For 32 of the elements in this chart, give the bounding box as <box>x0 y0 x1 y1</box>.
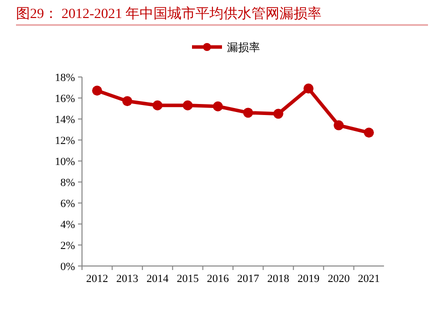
y-tick-label: 16% <box>54 92 75 105</box>
x-tick-label: 2016 <box>206 273 230 285</box>
x-tick-label: 2015 <box>176 273 200 285</box>
legend-label: 漏损率 <box>227 40 260 54</box>
x-tick-label: 2019 <box>298 273 320 285</box>
point <box>304 84 314 94</box>
y-tick-label: 6% <box>60 198 75 210</box>
y-tick-label: 10% <box>54 156 75 168</box>
point <box>243 108 254 118</box>
x-tick-label: 2014 <box>146 273 169 285</box>
point <box>92 86 102 96</box>
y-tick-label: 2% <box>60 240 75 252</box>
y-tick-label: 18% <box>54 72 75 84</box>
x-tick-label: 2020 <box>328 273 350 285</box>
y-tick-label: 8% <box>60 176 75 189</box>
point <box>152 100 162 110</box>
x-tick-label: 2021 <box>358 273 380 285</box>
x-tick-label: 2018 <box>267 273 290 285</box>
y-tick-label: 12% <box>54 134 75 147</box>
point <box>273 108 284 119</box>
point <box>334 120 344 130</box>
point <box>212 101 223 112</box>
y-tick-label: 0% <box>60 260 75 273</box>
x-tick-label: 2013 <box>116 273 139 285</box>
y-tick-label: 14% <box>54 114 75 126</box>
x-tick-label: 2017 <box>237 273 260 285</box>
point <box>182 100 193 110</box>
y-tick-label: 4% <box>60 218 75 231</box>
point <box>364 128 374 138</box>
chart-title: 图29： 2012-2021 年中国城市平均供水管网漏损率 <box>16 6 322 22</box>
x-tick-label: 2012 <box>86 273 108 285</box>
point <box>122 96 132 106</box>
